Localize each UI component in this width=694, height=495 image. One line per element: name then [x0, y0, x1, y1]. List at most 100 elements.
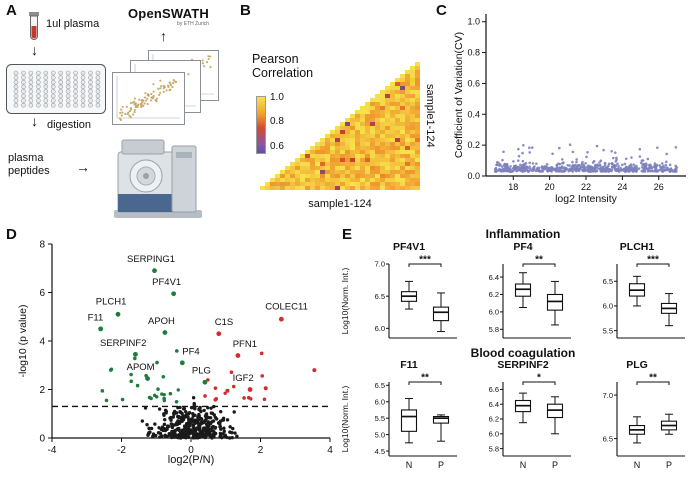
svg-text:6.2: 6.2 [489, 415, 499, 424]
svg-text:C1S: C1S [215, 317, 233, 328]
colorbar-tick: 0.8 [270, 116, 284, 127]
svg-text:0.8: 0.8 [467, 48, 480, 58]
gene-title: PLG [626, 359, 648, 371]
svg-text:PLG: PLG [192, 366, 211, 377]
section-coagulation-header: Blood coagulation [470, 346, 576, 360]
svg-text:-log10 (p value): -log10 (p value) [17, 305, 29, 378]
svg-text:6.5: 6.5 [375, 381, 385, 390]
boxplot-svg-PLG: 6.5 7.0 N P ** [603, 373, 685, 470]
gene-title: PF4 [513, 241, 533, 253]
svg-text:6: 6 [39, 288, 45, 299]
colorbar [256, 96, 266, 154]
svg-text:-2: -2 [117, 445, 126, 456]
svg-text:0.6: 0.6 [467, 78, 480, 88]
svg-text:4.5: 4.5 [375, 447, 385, 456]
colorbar-tick: 1.0 [270, 92, 284, 103]
svg-text:APOM: APOM [127, 362, 155, 373]
boxplot-PF4: PF4 5.8 6.0 6.2 6.4 ** [466, 241, 580, 346]
step-plasma-label: 1ul plasma [46, 18, 100, 30]
svg-text:6.6: 6.6 [489, 385, 499, 394]
svg-text:6.4: 6.4 [489, 273, 499, 282]
colorbar-tick: 0.6 [270, 141, 284, 152]
boxplot-PLG: PLG 6.5 7.0 N P ** [580, 359, 694, 476]
svg-text:Coefficient of Variation(CV): Coefficient of Variation(CV) [453, 32, 465, 158]
svg-text:SERPINF2: SERPINF2 [100, 338, 146, 349]
svg-text:-4: -4 [48, 445, 57, 456]
svg-text:6.5: 6.5 [603, 434, 613, 443]
svg-text:24: 24 [617, 182, 627, 192]
svg-text:26: 26 [654, 182, 664, 192]
svg-text:N: N [520, 460, 527, 470]
panel-d-label: D [6, 226, 17, 243]
well-plate-icon [6, 64, 106, 114]
gene-title: PLCH1 [619, 241, 655, 253]
arrow-up-icon: ↑ [160, 28, 167, 44]
svg-text:6.4: 6.4 [489, 400, 499, 409]
boxplot-F11: F11 4.5 5.0 5.5 6.0 6.5 N P ** [352, 359, 466, 476]
svg-text:6.5: 6.5 [375, 292, 385, 301]
heatmap-y-label: sample1-124 [424, 84, 436, 148]
boxplot-row-coagulation: F11 4.5 5.0 5.5 6.0 6.5 N P ** SERPINF2 5.8 6.0 6.2 6… [352, 359, 694, 476]
step-digestion-label: digestion [47, 119, 92, 131]
svg-text:0.0: 0.0 [467, 171, 480, 181]
section-inflammation-header: Inflammation [485, 227, 561, 241]
svg-text:SERPING1: SERPING1 [127, 254, 175, 265]
svg-text:**: ** [421, 373, 429, 384]
boxplot-PF4V1: PF4V1 6.0 6.5 7.0 *** [352, 241, 466, 346]
svg-text:log2 Intensity: log2 Intensity [555, 193, 618, 205]
boxplot-row-inflammation: PF4V1 6.0 6.5 7.0 *** PF4 5.8 6.0 6.2 6.4 ** PLCH1 5… [352, 241, 694, 346]
svg-text:5.0: 5.0 [375, 430, 385, 439]
heatmap-x-label: sample1-124 [308, 198, 372, 210]
openswath-title: OpenSWATH [128, 6, 209, 21]
mass-spectrometer-icon [114, 139, 202, 218]
gene-title: PF4V1 [392, 241, 426, 253]
arrow-down-icon: ↓ [31, 42, 38, 58]
svg-text:8: 8 [39, 240, 45, 251]
boxplot-svg-PF4: 5.8 6.0 6.2 6.4 ** [489, 255, 571, 339]
svg-text:6.5: 6.5 [603, 277, 613, 286]
boxplot-y-axis-label-row1: Log10(Norm. Int.) [340, 267, 350, 335]
svg-text:0.4: 0.4 [467, 109, 480, 119]
svg-text:4: 4 [39, 337, 45, 348]
svg-text:18: 18 [508, 182, 518, 192]
svg-text:PLCH1: PLCH1 [96, 297, 127, 308]
svg-text:**: ** [535, 255, 543, 266]
svg-text:7.0: 7.0 [375, 260, 385, 269]
svg-text:N: N [634, 460, 641, 470]
svg-text:0: 0 [39, 434, 45, 445]
svg-text:2: 2 [258, 445, 264, 456]
svg-text:IGF2: IGF2 [233, 373, 254, 384]
svg-text:5.8: 5.8 [489, 325, 499, 334]
swath-plots-icon [112, 50, 219, 125]
boxplot-svg-PLCH1: 5.5 6.0 6.5 *** [603, 255, 685, 339]
svg-text:PF4: PF4 [182, 346, 199, 357]
boxplot-PLCH1: PLCH1 5.5 6.0 6.5 *** [580, 241, 694, 346]
boxplot-svg-SERPINF2: 5.8 6.0 6.2 6.4 6.6 N P * [489, 373, 571, 470]
plasma-tube-icon [29, 12, 39, 40]
svg-text:6.2: 6.2 [489, 290, 499, 299]
svg-text:P: P [438, 460, 444, 470]
svg-text:5.8: 5.8 [489, 444, 499, 453]
boxplot-SERPINF2: SERPINF2 5.8 6.0 6.2 6.4 6.6 N P * [466, 359, 580, 476]
gene-title: SERPINF2 [497, 359, 549, 371]
correlation-heatmap [260, 62, 420, 190]
volcano-plot: 0 2 4 6 8 -4 -2 0 2 4 log2(P/N) -log10 (p value) SER… [17, 240, 333, 467]
svg-text:***: *** [647, 255, 659, 266]
svg-text:P: P [666, 460, 672, 470]
svg-text:N: N [406, 460, 413, 470]
svg-text:**: ** [649, 373, 657, 384]
svg-text:F11: F11 [88, 312, 104, 323]
svg-text:PF4V1: PF4V1 [152, 277, 181, 288]
svg-text:log2(P/N): log2(P/N) [168, 454, 214, 466]
svg-text:20: 20 [545, 182, 555, 192]
svg-text:0.2: 0.2 [467, 140, 480, 150]
boxplot-svg-F11: 4.5 5.0 5.5 6.0 6.5 N P ** [375, 373, 457, 470]
svg-text:1.0: 1.0 [467, 17, 480, 27]
cv-scatter-plot: 0.0 0.2 0.4 0.6 0.8 1.0 18 20 22 24 26 log2 Intensi… [453, 14, 686, 205]
svg-text:PFN1: PFN1 [233, 339, 257, 350]
svg-text:2: 2 [39, 385, 45, 396]
svg-text:6.0: 6.0 [489, 430, 499, 439]
svg-text:*: * [537, 373, 541, 384]
panel-b-label: B [240, 2, 251, 19]
panel-a-label: A [6, 2, 17, 19]
